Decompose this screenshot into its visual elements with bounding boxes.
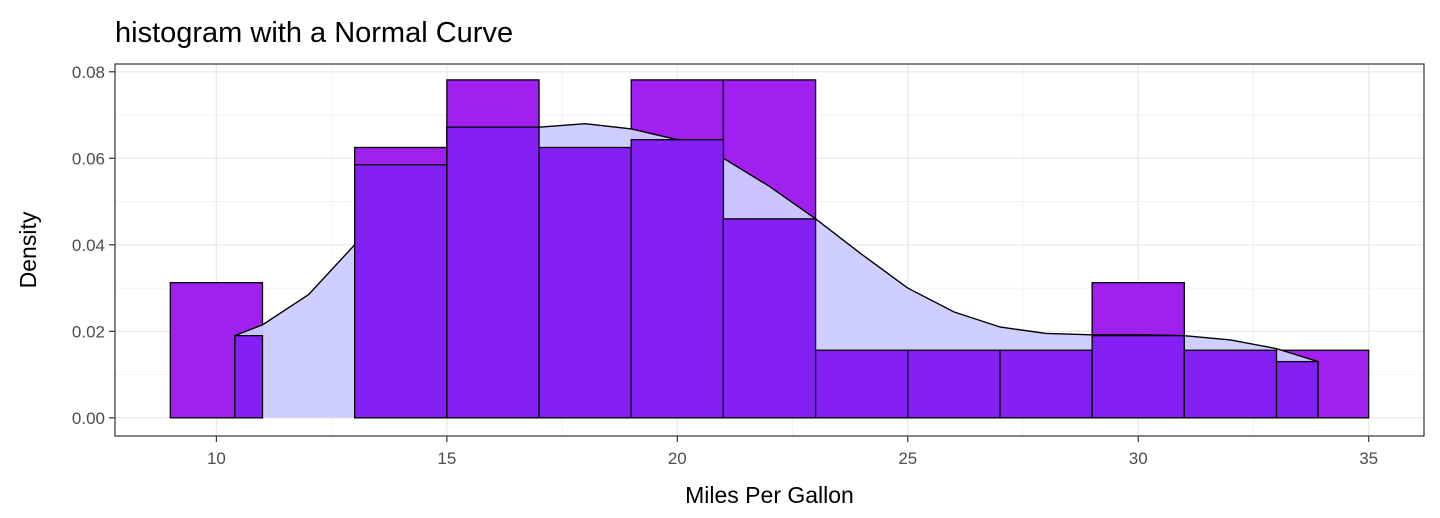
- overlay-bar: [354, 164, 448, 419]
- overlay-bar: [722, 218, 817, 419]
- overlay-bar: [999, 349, 1093, 419]
- y-axis-title: Density: [15, 211, 41, 288]
- x-tick-label: 20: [668, 449, 687, 468]
- overlay-bars: [234, 126, 1319, 419]
- y-tick-label: 0.08: [72, 63, 105, 82]
- overlay-bar: [814, 349, 909, 419]
- y-tick-label: 0.00: [72, 409, 105, 428]
- x-axis: 10 15 20 25 30 35: [207, 436, 1378, 468]
- overlay-bar: [630, 139, 725, 419]
- overlay-bar: [538, 146, 632, 419]
- y-tick-label: 0.04: [72, 236, 105, 255]
- panel-border: [114, 63, 1425, 437]
- overlay-bar: [1091, 334, 1185, 419]
- overlay-bar: [446, 126, 540, 419]
- x-tick-label: 30: [1129, 449, 1148, 468]
- overlay-bar: [1183, 349, 1278, 419]
- x-tick-label: 10: [207, 449, 226, 468]
- x-axis-title: Miles Per Gallon: [685, 482, 854, 508]
- y-tick-label: 0.06: [72, 149, 105, 168]
- x-tick-label: 15: [437, 449, 456, 468]
- overlay-bar: [907, 349, 1001, 419]
- y-tick-label: 0.02: [72, 322, 105, 341]
- overlay-bar: [1275, 360, 1319, 419]
- y-axis: 0.00 0.02 0.04 0.06 0.08: [72, 63, 115, 428]
- overlay-bar: [234, 334, 264, 419]
- chart-title: histogram with a Normal Curve: [115, 17, 513, 49]
- x-tick-label: 35: [1359, 449, 1378, 468]
- x-tick-label: 25: [898, 449, 917, 468]
